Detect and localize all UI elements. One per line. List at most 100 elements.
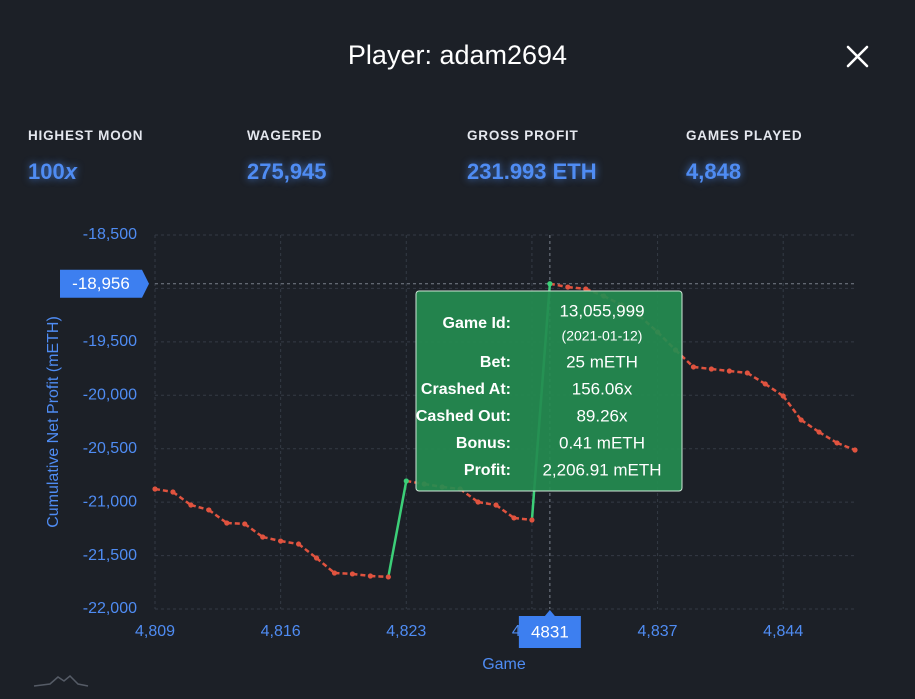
tooltip-value: 25 mETH	[566, 352, 638, 371]
point	[295, 541, 302, 547]
segment	[334, 571, 353, 576]
segment	[387, 480, 408, 578]
segment	[280, 539, 299, 546]
tooltip-value: 156.06x	[572, 379, 633, 398]
tooltip-box	[415, 290, 683, 492]
tooltip-label: Profit:	[464, 462, 511, 479]
label-box	[518, 610, 581, 648]
label-box	[60, 269, 149, 298]
segment	[352, 572, 371, 578]
tooltip-date: (2021-01-12)	[562, 328, 643, 344]
x-tick-label: 4,837	[638, 623, 678, 640]
stat-label: HIGHEST MOON	[28, 128, 144, 143]
point	[547, 281, 553, 287]
segment	[513, 516, 533, 522]
point	[708, 366, 715, 372]
tooltip-label: Bonus:	[456, 435, 511, 452]
y-tick-label: -19,500	[83, 333, 137, 350]
segment	[477, 500, 497, 507]
tooltip-value: 13,055,999	[559, 301, 644, 320]
segment	[262, 535, 281, 543]
y-axis-label: Cumulative Net Profit (mETH)	[45, 316, 62, 528]
point	[475, 499, 481, 505]
point	[349, 571, 356, 577]
stat: WAGERED 275,945	[247, 128, 327, 185]
point	[206, 507, 212, 513]
segment	[549, 282, 569, 289]
segment	[297, 543, 318, 560]
stat: GAMES PLAYED 4,848	[686, 128, 802, 185]
y-tick-label: -20,000	[83, 387, 137, 404]
tooltip: Game Id: 13,055,999 (2021-01-12) Bet: 25 mET…	[415, 290, 683, 492]
segment	[711, 367, 730, 373]
point	[170, 489, 176, 495]
stat-value: 4,848	[686, 159, 742, 184]
y-tick-label: -21,500	[83, 547, 137, 564]
stat-value: 100x	[28, 159, 143, 185]
segment	[226, 521, 245, 526]
point	[313, 555, 320, 561]
stat-value: 231.993 ETH	[467, 159, 597, 184]
segment	[729, 369, 748, 375]
segment	[208, 508, 228, 524]
point	[367, 573, 373, 579]
segment	[782, 395, 803, 421]
segment	[567, 285, 586, 291]
point	[511, 515, 517, 521]
tooltip-label: Bet:	[480, 354, 511, 371]
x-tick-label: 4,823	[386, 623, 426, 640]
point	[331, 570, 338, 576]
point	[780, 393, 786, 399]
point	[744, 370, 750, 376]
point	[726, 368, 732, 374]
tooltip-value: 2,206.91 mETH	[542, 460, 661, 479]
y-tick-label: -21,000	[83, 493, 137, 510]
tooltip-value: 0.41 mETH	[559, 433, 645, 452]
y-tick-label: -22,000	[83, 600, 137, 617]
point	[852, 447, 858, 453]
stat-label: WAGERED	[247, 128, 323, 143]
stat-label: GAMES PLAYED	[686, 128, 803, 143]
segment	[370, 574, 389, 579]
segment	[818, 430, 838, 445]
crosshair-x-text: 4831	[531, 622, 569, 641]
stat: HIGHEST MOON 100x	[28, 128, 143, 185]
segment	[154, 487, 174, 494]
segment	[406, 479, 425, 486]
x-axis-label: Game	[482, 656, 526, 673]
x-tick-label: 4,809	[135, 623, 175, 640]
point	[529, 517, 535, 523]
point	[224, 520, 230, 526]
segment	[172, 490, 192, 507]
x-tick-label: 4,816	[261, 623, 301, 640]
stat: GROSS PROFIT 231.993 ETH	[467, 128, 597, 185]
crosshair-y-text: -18,956	[72, 274, 130, 293]
tooltip-label: Crashed At:	[421, 381, 511, 398]
stat-number: 100	[28, 159, 65, 184]
point	[493, 502, 499, 508]
x-tick-label: 4,844	[763, 623, 803, 640]
tooltip-value: 89.26x	[576, 406, 628, 425]
segment	[693, 365, 712, 371]
point	[260, 534, 266, 540]
point	[278, 538, 284, 544]
title: Player: adam2694	[347, 40, 568, 70]
point	[385, 574, 391, 580]
segment	[244, 522, 264, 538]
point	[565, 284, 571, 290]
segment	[190, 503, 210, 512]
point	[188, 502, 194, 508]
segment	[764, 382, 784, 398]
point	[583, 286, 589, 292]
segment	[746, 371, 766, 386]
segment	[836, 441, 856, 452]
point	[403, 478, 409, 484]
crosshair-y-label: -18,956	[60, 269, 149, 298]
point	[152, 486, 158, 492]
point	[762, 381, 768, 387]
point	[816, 429, 822, 435]
point	[834, 440, 840, 446]
y-tick-label: -18,500	[83, 226, 137, 243]
